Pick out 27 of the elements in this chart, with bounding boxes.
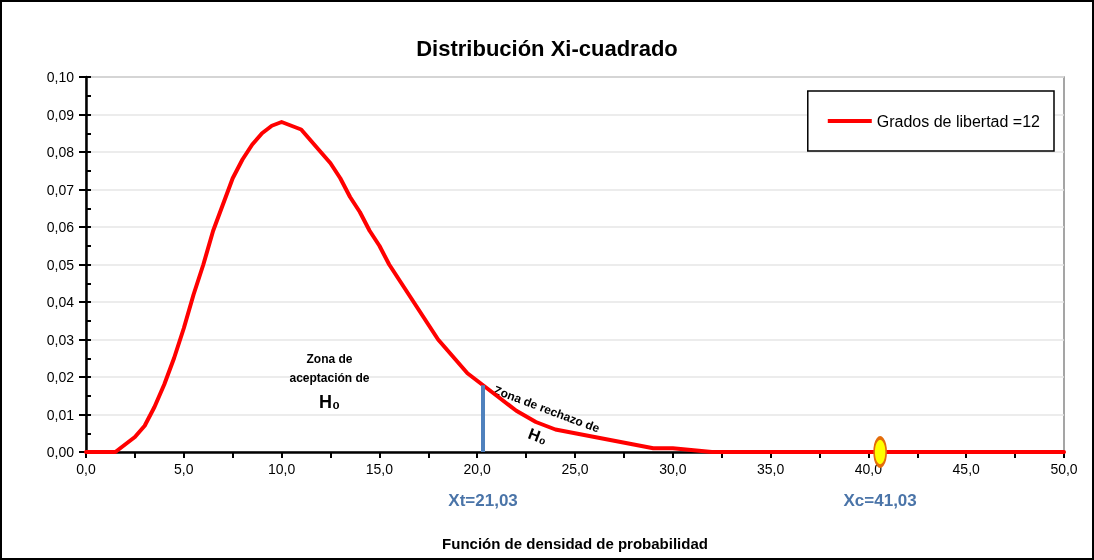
chart-title: Distribución Xi-cuadrado bbox=[416, 35, 678, 61]
y-tick-label: 0,02 bbox=[46, 369, 75, 385]
y-tick-label: 0,06 bbox=[46, 219, 75, 235]
x-tick-label: 15,0 bbox=[365, 461, 394, 477]
x-tick-label: 50,0 bbox=[1050, 461, 1078, 477]
y-tick-label: 0,10 bbox=[46, 69, 75, 85]
annotation: Zona de aceptación de H₀ bbox=[289, 352, 370, 412]
y-tick-label: 0,01 bbox=[46, 406, 75, 423]
x-tick-label: 5,0 bbox=[174, 461, 194, 477]
x-tick-label: 20,0 bbox=[463, 461, 492, 477]
x-tick-label: 10,0 bbox=[267, 461, 296, 477]
y-tick-label: 0,03 bbox=[46, 331, 75, 348]
x-tick-label: 25,0 bbox=[561, 461, 589, 477]
y-tick-label: 0,00 bbox=[46, 444, 75, 460]
y-tick-label: 0,08 bbox=[46, 144, 75, 160]
y-tick-label: 0,05 bbox=[46, 256, 75, 273]
x-tick-label: 35,0 bbox=[756, 461, 785, 477]
annotation: Xc=41,03 bbox=[843, 491, 917, 510]
y-tick-label: 0,09 bbox=[46, 106, 75, 123]
x-axis-title: Función de densidad de probabilidad bbox=[442, 535, 708, 552]
annotation: Xt=21,03 bbox=[448, 491, 518, 510]
x-tick-label: 30,0 bbox=[659, 461, 687, 477]
y-tick-label: 0,07 bbox=[46, 181, 75, 198]
x-tick-label: 45,0 bbox=[952, 461, 981, 477]
legend-label: Grados de libertad =12 bbox=[876, 112, 1041, 130]
x-tick-label: 0,0 bbox=[76, 461, 96, 477]
y-tick-label: 0,04 bbox=[46, 294, 75, 310]
